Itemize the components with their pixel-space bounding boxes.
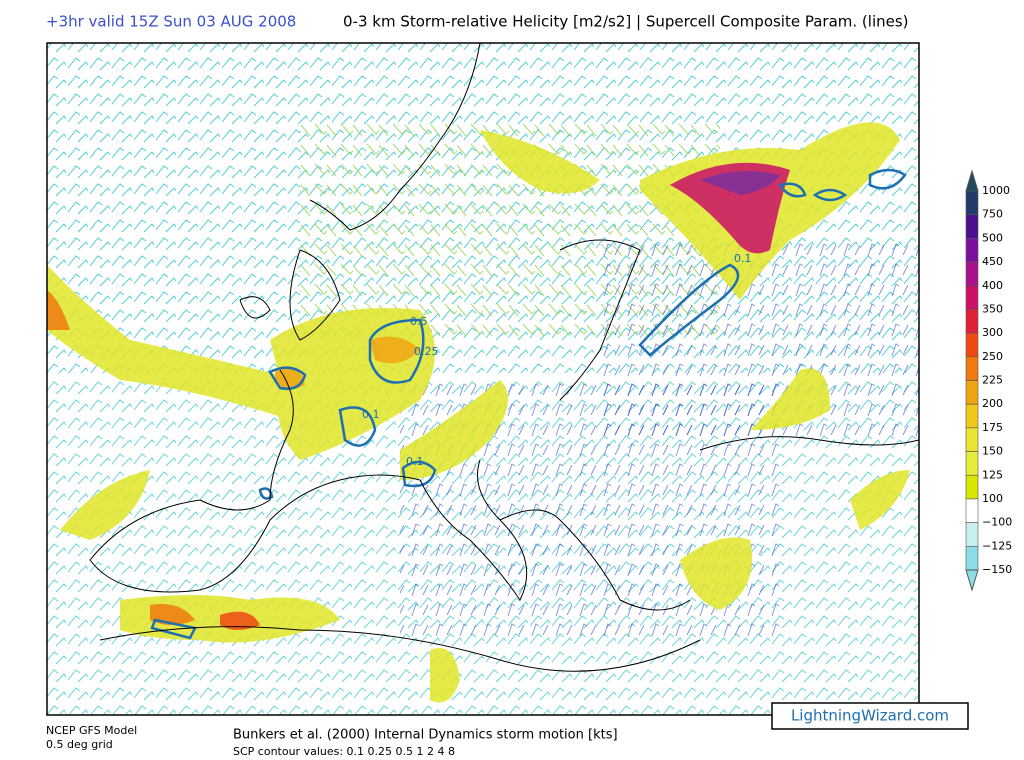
colorbar-label: 200 (982, 397, 1003, 410)
colorbar-label: −125 (982, 539, 1012, 552)
colorbar-band (965, 546, 979, 571)
colorbar-band (965, 451, 979, 476)
contour-label: 0.1 (406, 455, 424, 468)
colorbar-band (965, 356, 979, 381)
map-frame (46, 42, 920, 716)
colorbar-label: 175 (982, 421, 1003, 434)
map-title: 0-3 km Storm-relative Helicity [m2/s2] |… (343, 13, 909, 31)
contour-label: 0.25 (414, 345, 439, 358)
site-name: LightningWizard.com (791, 707, 949, 725)
colorbar-label: 400 (982, 279, 1003, 292)
colorbar-label: 125 (982, 468, 1003, 481)
contour-label: 0.1 (362, 408, 380, 421)
scp-contour-values: SCP contour values: 0.1 0.25 0.5 1 2 4 8 (233, 745, 455, 758)
colorbar-label: 1000 (982, 184, 1010, 197)
colorbar-band (965, 238, 979, 263)
contour-label: 0.5 (410, 315, 428, 328)
colorbar-label: 100 (982, 492, 1003, 505)
colorbar-band (965, 522, 979, 547)
valid-time: +3hr valid 15Z Sun 03 AUG 2008 (46, 13, 296, 31)
colorbar-band (965, 214, 979, 239)
colorbar-band (965, 427, 979, 452)
colorbar-label: 250 (982, 350, 1003, 363)
contour-label: 0.1 (734, 252, 752, 265)
colorbar-label: 350 (982, 302, 1003, 315)
colorbar-label: 300 (982, 326, 1003, 339)
colorbar-band (965, 309, 979, 334)
colorbar-label: −150 (982, 563, 1012, 576)
colorbar-band (965, 498, 979, 523)
colorbar-top-arrow (965, 169, 979, 192)
colorbar-band (965, 261, 979, 287)
colorbar-label: 150 (982, 445, 1003, 458)
colorbar-label: −100 (982, 516, 1012, 529)
colorbar-band (965, 474, 979, 500)
colorbar-band (965, 332, 979, 358)
colorbar-band (965, 403, 979, 429)
site-box (771, 702, 969, 730)
colorbar-label: 225 (982, 374, 1003, 387)
colorbar-band (965, 380, 979, 405)
colorbar-band (965, 285, 979, 310)
storm-motion-caption: Bunkers et al. (2000) Internal Dynamics … (233, 728, 618, 743)
map: 0.1 0.1 0.1 0.25 0.5 (47, 43, 919, 715)
colorbar-label: 500 (982, 231, 1003, 244)
colorbar-band (965, 190, 979, 215)
colorbar-label: 450 (982, 255, 1003, 268)
colorbar-label: 750 (982, 208, 1003, 221)
colorbar-bottom-arrow (965, 569, 979, 592)
colorbar: 1000 750 500 450 400 350 300 250 225 200 175 150 125… (965, 169, 1012, 592)
model-name: NCEP GFS Model (46, 724, 137, 737)
grid-resolution: 0.5 deg grid (46, 738, 113, 751)
